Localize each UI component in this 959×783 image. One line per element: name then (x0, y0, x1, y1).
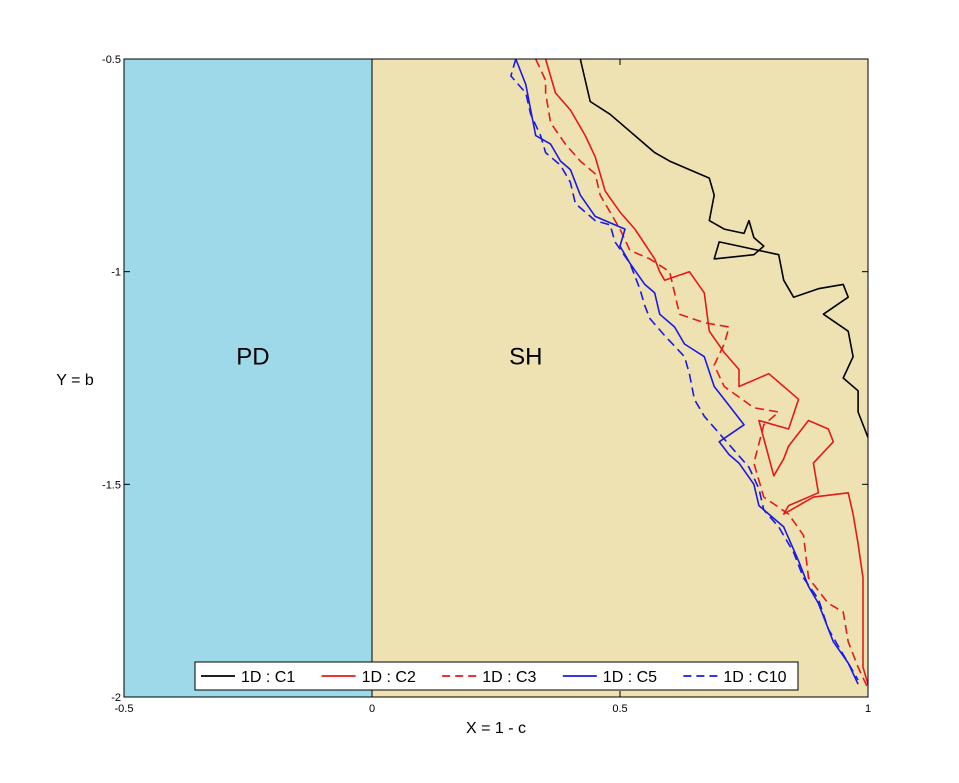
ticks: -0.5 0 0.5 1 -2 -1.5 -1 -0.5 (102, 54, 871, 715)
series-line-1 (579, 58, 869, 438)
region-label-sh: SH (509, 344, 542, 371)
series-line-5 (510, 58, 859, 681)
region-sh (372, 59, 868, 697)
legend-label: 1D : C3 (482, 669, 536, 686)
x-axis-label: X = 1 - c (466, 720, 526, 737)
legend-label: 1D : C10 (723, 669, 786, 686)
y-axis-label: Y = b (56, 372, 94, 389)
legend-label: 1D : C1 (241, 669, 295, 686)
x-tick-label: 1 (865, 703, 871, 715)
plot-frame (123, 58, 869, 698)
series-line-2 (544, 58, 869, 685)
region-pd (124, 59, 372, 697)
legend-label: 1D : C2 (362, 669, 416, 686)
x-tick-label: 0.5 (612, 703, 627, 715)
series-line-3 (534, 58, 869, 689)
region-label-pd: PD (236, 344, 269, 371)
legend: 1D : C1 1D : C2 1D : C3 1D : C5 1D : C10 (194, 661, 799, 691)
y-tick-label: -2 (111, 692, 121, 704)
region-labels: PD SH (236, 344, 542, 371)
regions (124, 59, 868, 697)
y-tick-label: -0.5 (102, 54, 121, 66)
series-layer (510, 58, 869, 689)
x-tick-label: -0.5 (115, 703, 134, 715)
x-tick-label: 0 (369, 703, 375, 715)
y-tick-label: -1 (111, 267, 121, 279)
series-line-4 (515, 58, 859, 685)
legend-label: 1D : C5 (603, 669, 657, 686)
y-tick-label: -1.5 (102, 479, 121, 491)
